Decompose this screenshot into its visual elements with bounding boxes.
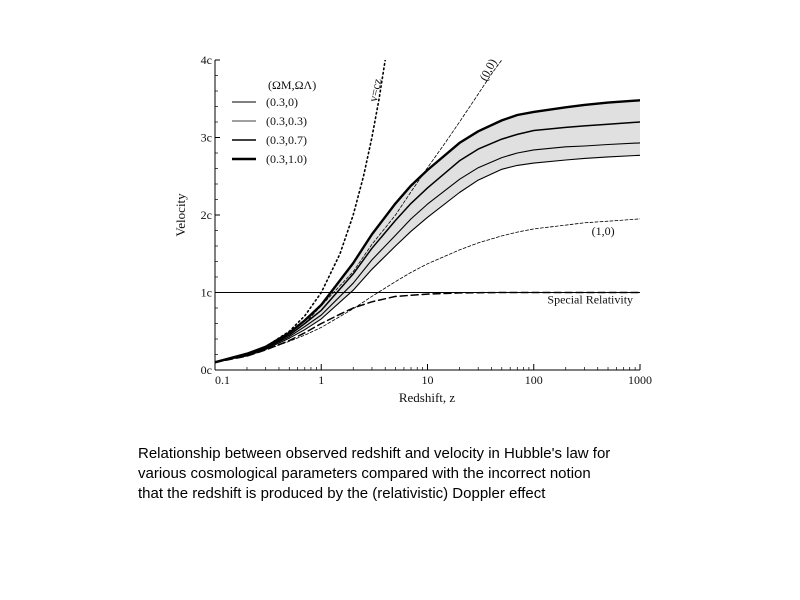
redshift-velocity-chart: 0.1 1 10 100 1000 0c 1c 2c 3c 4c Redshift, z Vel…	[173, 53, 652, 405]
y-tick-label: 0c	[201, 363, 212, 377]
x-tick-label: 10	[422, 373, 434, 387]
shaded-band	[215, 100, 640, 363]
caption-line-2: various cosmological parameters compared…	[138, 465, 591, 482]
x-tick-label: 1000	[628, 373, 652, 387]
annotation-label: (1,0)	[592, 224, 615, 238]
x-axis-label: Redshift, z	[399, 390, 456, 405]
legend-title: (ΩM,ΩΛ)	[268, 78, 316, 92]
legend-entry: (0.3,0.7)	[266, 133, 307, 147]
annotation-label: (0,0)	[476, 56, 499, 83]
series-line-6	[215, 60, 503, 363]
series-line-7	[215, 218, 640, 363]
series-line-5	[215, 60, 387, 364]
legend-entry: (0.3,0)	[266, 95, 298, 109]
series-line-4	[215, 99, 640, 364]
caption-line-3: that the redshift is produced by the (re…	[138, 485, 546, 502]
y-tick-label: 4c	[201, 53, 212, 67]
annotation-label: v=cz	[366, 77, 385, 103]
legend-entry: (0.3,0.3)	[266, 114, 307, 128]
y-tick-label: 2c	[201, 208, 212, 222]
y-tick-label: 3c	[201, 131, 212, 145]
y-axis-ticks: 0c 1c 2c 3c 4c	[201, 53, 220, 377]
y-axis-label: Velocity	[173, 193, 188, 237]
y-tick-label: 1c	[201, 286, 212, 300]
series-line-2	[215, 142, 640, 363]
series-line-1	[215, 154, 640, 363]
plot-area	[214, 60, 640, 371]
figure-caption: Relationship between observed redshift a…	[138, 444, 738, 504]
series-line-8	[215, 291, 640, 364]
annotation-label: Special Relativity	[547, 292, 633, 306]
legend-entry: (0.3,1.0)	[266, 152, 307, 166]
annotations: v=cz (0,0) (1,0) Special Relativity	[366, 56, 633, 306]
x-tick-label: 0.1	[215, 373, 230, 387]
caption-line-1: Relationship between observed redshift a…	[138, 445, 611, 462]
x-tick-label: 100	[525, 373, 543, 387]
x-tick-label: 1	[318, 373, 324, 387]
legend: (ΩM,ΩΛ) (0.3,0) (0.3,0.3) (0.3,0.7) (0.3,1.0…	[232, 78, 316, 166]
x-axis-ticks: 0.1 1 10 100 1000	[214, 364, 652, 387]
